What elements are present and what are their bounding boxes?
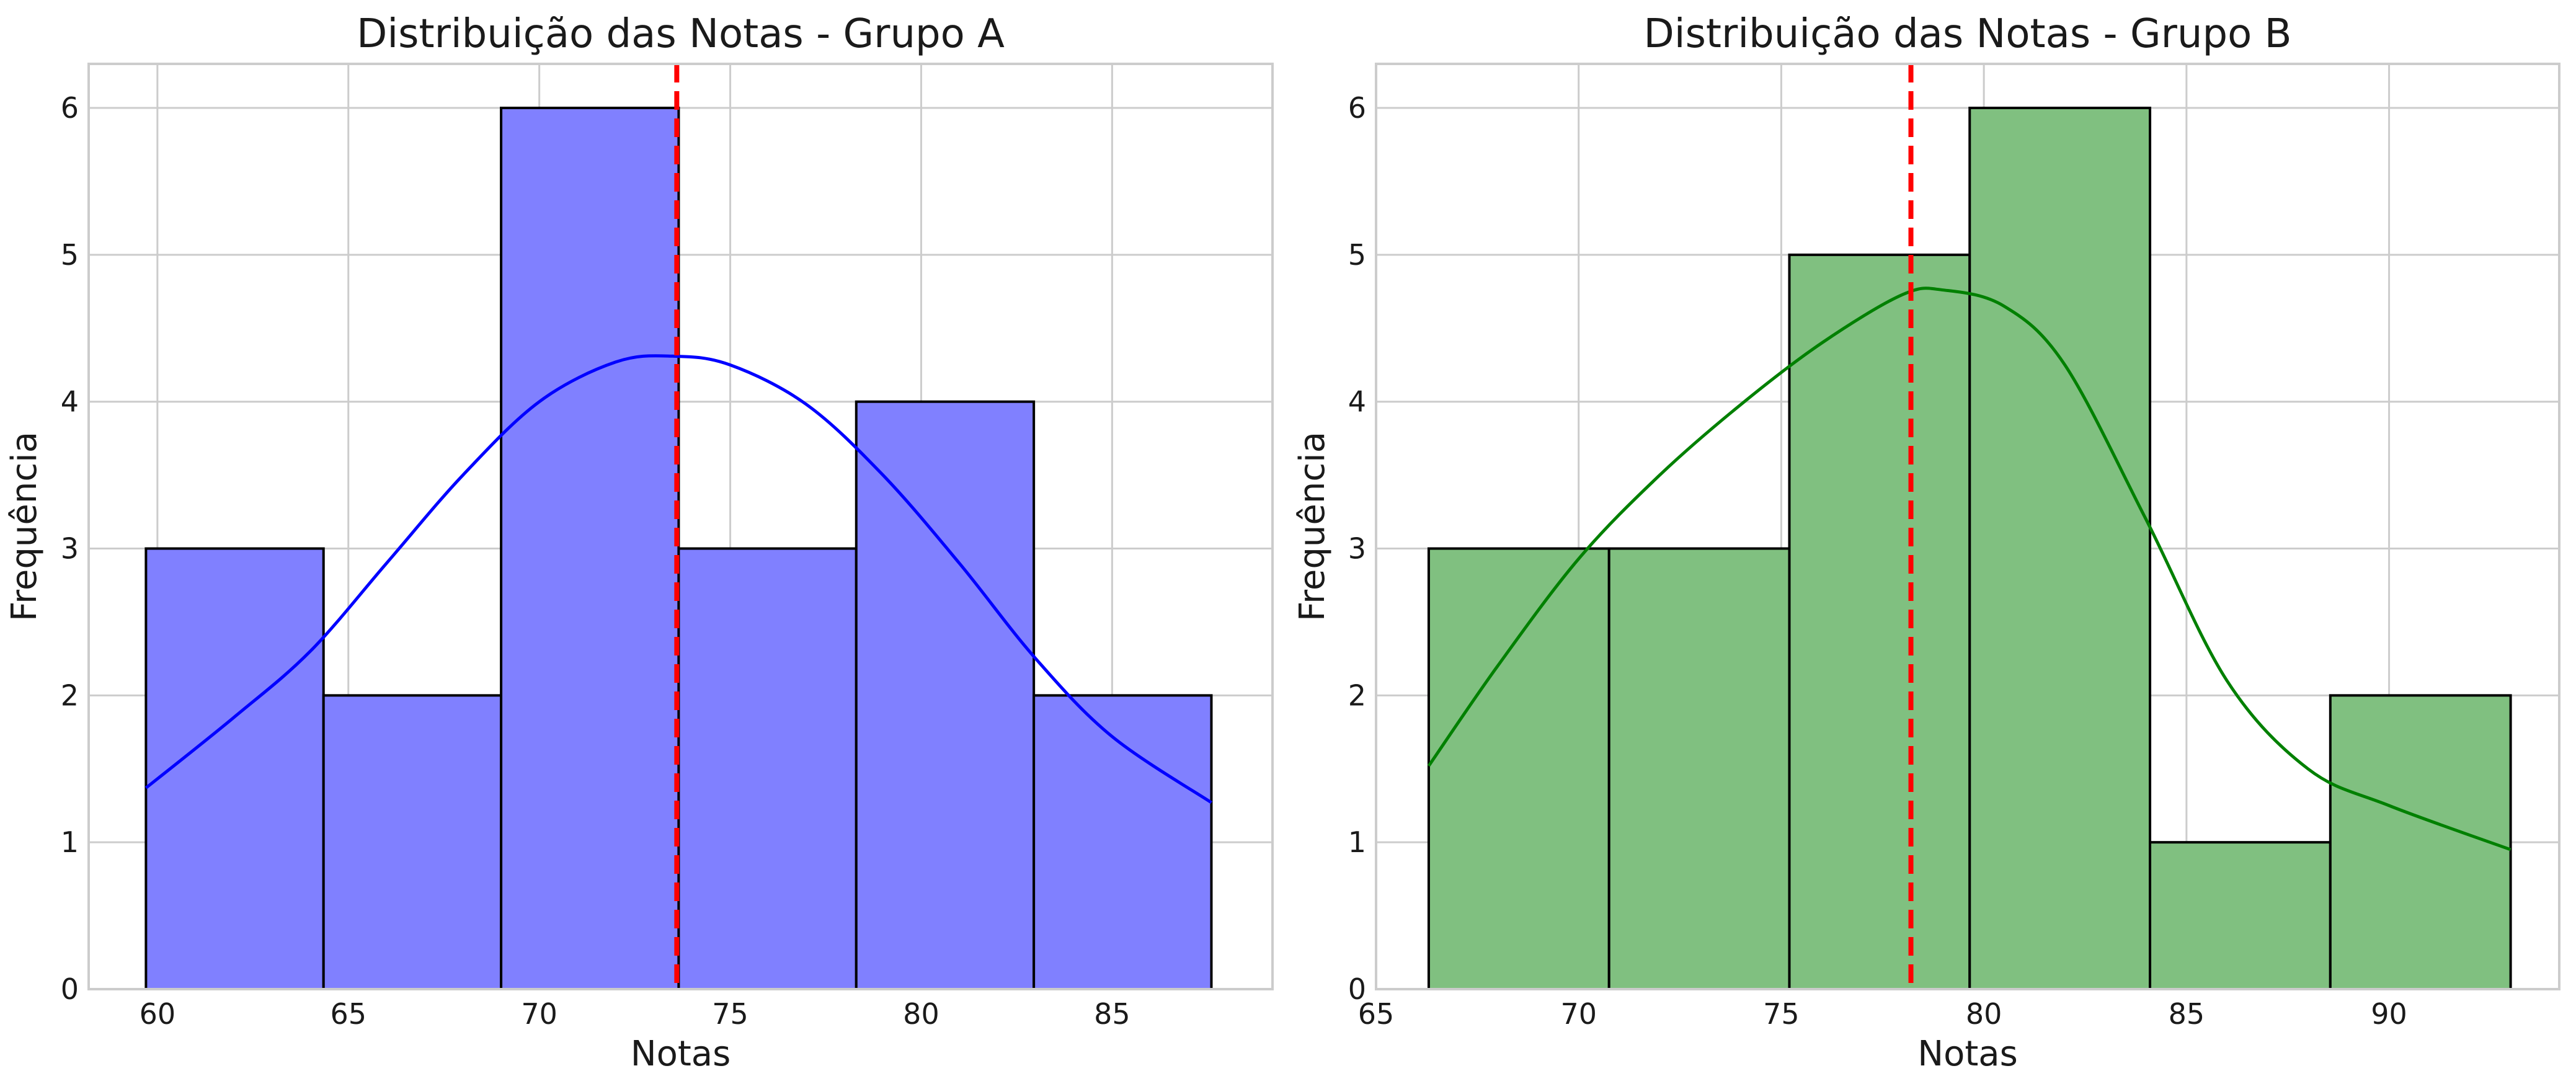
- y-tick-label: 2: [1348, 678, 1366, 712]
- y-tick-label: 0: [61, 972, 79, 1006]
- histogram-bars: [1427, 107, 2512, 991]
- x-tick-label: 70: [1560, 997, 1597, 1031]
- histogram-bar: [322, 694, 503, 991]
- kde-curve: [1427, 287, 2512, 851]
- chart-title: Distribuição das Notas - Grupo A: [357, 11, 1005, 57]
- y-tick-label: 4: [1348, 385, 1366, 419]
- x-tick-label: 80: [903, 997, 939, 1031]
- chart-panel-grupo-b: 0 1 2 3 4 5 6 65 70 75 80 85 90 Distribuição das Nota…: [1292, 11, 2560, 1074]
- y-tick-label: 0: [1348, 972, 1366, 1006]
- x-axis-label: Notas: [631, 1034, 731, 1074]
- x-tick-label: 75: [1763, 997, 1800, 1031]
- histogram-bar: [677, 547, 858, 990]
- y-tick-label: 6: [1348, 91, 1366, 125]
- y-tick-label: 1: [1348, 825, 1366, 859]
- y-tick-label: 5: [61, 238, 79, 272]
- y-tick-label: 3: [61, 532, 79, 566]
- chart-panel-grupo-a: 0 1 2 3 4 5 6 60 65 70 75 80 85 Distribuição das Nota…: [4, 11, 1274, 1074]
- histogram-bar: [2329, 694, 2512, 991]
- histogram-bar: [1427, 547, 1610, 990]
- y-tick-label: 5: [1348, 238, 1366, 272]
- plot-frame: [1375, 63, 2560, 990]
- x-tick-label: 90: [2371, 997, 2407, 1031]
- plot-frame: [87, 63, 1274, 990]
- chart-title: Distribuição das Notas - Grupo B: [1644, 11, 2292, 57]
- histogram-bar: [1033, 694, 1213, 991]
- histogram-bar: [1968, 107, 2152, 991]
- histogram-bar: [500, 107, 680, 991]
- histogram-bar: [1607, 547, 1791, 990]
- y-tick-label: 4: [61, 385, 79, 419]
- x-tick-label: 80: [1966, 997, 2002, 1031]
- y-axis-label: Frequência: [1292, 432, 1333, 621]
- histogram-bar: [144, 547, 325, 990]
- x-tick-label: 65: [330, 997, 366, 1031]
- histogram-bar: [2149, 841, 2332, 990]
- y-tick-label: 3: [1348, 532, 1366, 566]
- y-axis-label: Frequência: [4, 432, 45, 621]
- x-tick-label: 75: [712, 997, 748, 1031]
- histogram-bar: [1788, 253, 1971, 990]
- kde-curve: [144, 354, 1212, 804]
- x-tick-label: 85: [1094, 997, 1130, 1031]
- x-tick-label: 70: [521, 997, 557, 1031]
- x-axis-label: Notas: [1917, 1034, 2018, 1074]
- x-tick-label: 85: [2169, 997, 2205, 1031]
- histogram-bar: [855, 400, 1036, 990]
- y-tick-label: 6: [61, 91, 79, 125]
- y-tick-label: 1: [61, 825, 79, 859]
- x-tick-label: 60: [140, 997, 176, 1031]
- x-tick-label: 65: [1358, 997, 1395, 1031]
- y-tick-label: 2: [61, 678, 79, 712]
